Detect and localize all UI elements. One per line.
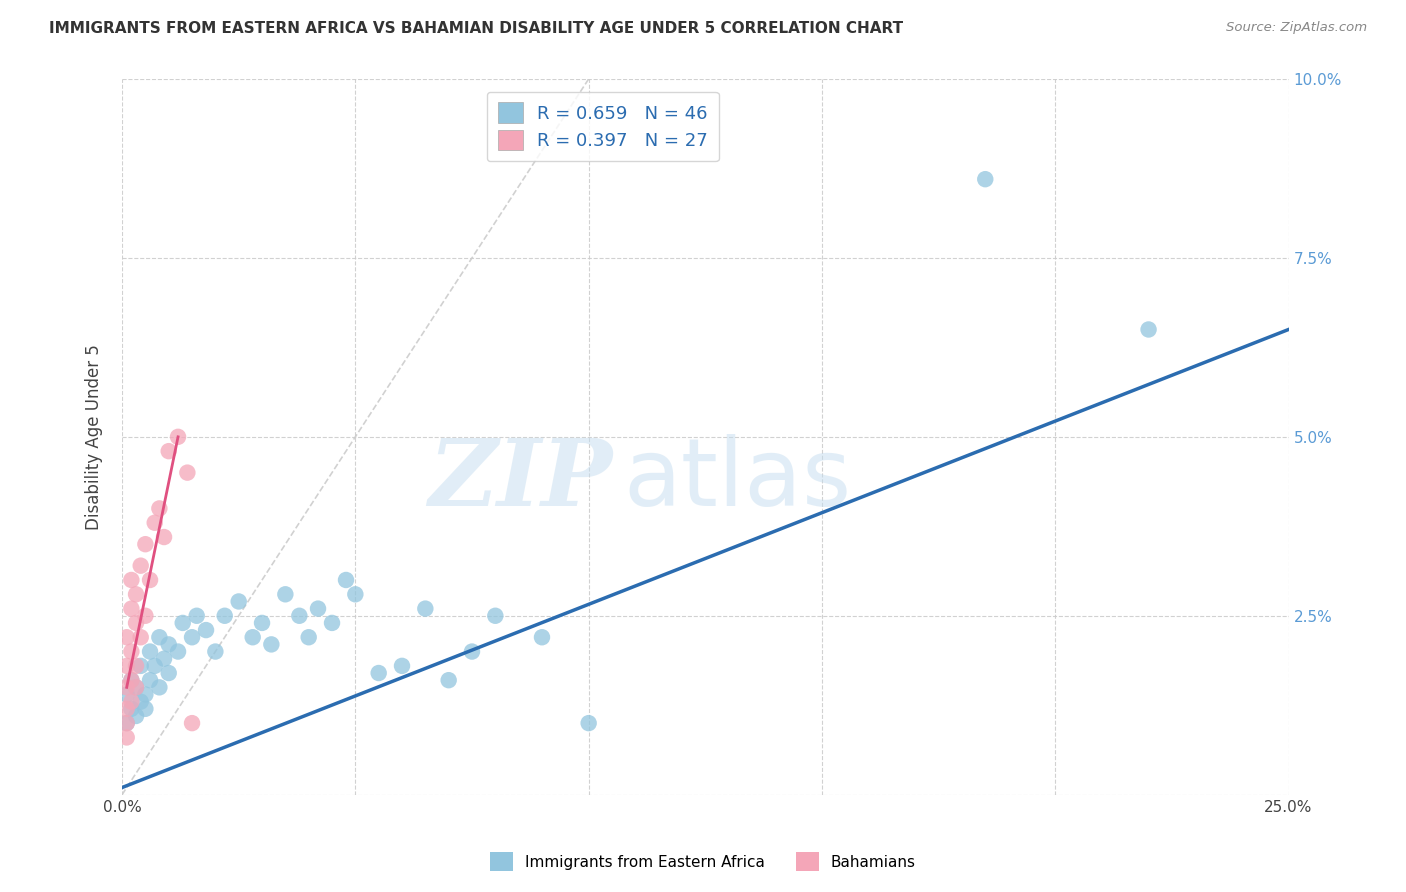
Point: [148, 630, 170, 644]
Point: [129, 695, 152, 709]
Point: [228, 594, 250, 608]
Point: [120, 702, 142, 716]
Point: [157, 637, 180, 651]
Point: [129, 658, 152, 673]
Point: [484, 608, 506, 623]
Point: [125, 709, 148, 723]
Point: [120, 695, 142, 709]
Text: atlas: atlas: [624, 434, 852, 525]
Point: [115, 731, 138, 745]
Point: [195, 623, 218, 637]
Point: [129, 558, 152, 573]
Point: [242, 630, 264, 644]
Point: [125, 681, 148, 695]
Text: Source: ZipAtlas.com: Source: ZipAtlas.com: [1226, 21, 1367, 34]
Point: [120, 573, 142, 587]
Point: [148, 501, 170, 516]
Point: [260, 637, 283, 651]
Point: [176, 466, 198, 480]
Point: [153, 651, 176, 665]
Point: [157, 666, 180, 681]
Point: [321, 615, 343, 630]
Point: [344, 587, 367, 601]
Point: [367, 666, 389, 681]
Point: [461, 644, 484, 658]
Point: [125, 587, 148, 601]
Point: [134, 688, 156, 702]
Point: [274, 587, 297, 601]
Point: [974, 172, 997, 186]
Point: [139, 573, 162, 587]
Point: [578, 716, 600, 731]
Point: [125, 681, 148, 695]
Point: [391, 658, 413, 673]
Point: [115, 630, 138, 644]
Point: [134, 608, 156, 623]
Text: IMMIGRANTS FROM EASTERN AFRICA VS BAHAMIAN DISABILITY AGE UNDER 5 CORRELATION CH: IMMIGRANTS FROM EASTERN AFRICA VS BAHAMI…: [49, 21, 903, 36]
Point: [115, 702, 138, 716]
Point: [120, 673, 142, 688]
Point: [134, 537, 156, 551]
Point: [415, 601, 437, 615]
Point: [115, 716, 138, 731]
Point: [139, 673, 162, 688]
Point: [437, 673, 460, 688]
Point: [167, 430, 190, 444]
Point: [157, 444, 180, 458]
Point: [120, 601, 142, 615]
Point: [148, 681, 170, 695]
Legend: Immigrants from Eastern Africa, Bahamians: Immigrants from Eastern Africa, Bahamian…: [484, 847, 922, 877]
Point: [172, 615, 194, 630]
Point: [186, 608, 208, 623]
Point: [153, 530, 176, 544]
Point: [298, 630, 321, 644]
Point: [250, 615, 273, 630]
Point: [530, 630, 553, 644]
Point: [120, 644, 142, 658]
Point: [115, 688, 138, 702]
Point: [115, 716, 138, 731]
Point: [115, 658, 138, 673]
Point: [125, 615, 148, 630]
Point: [1137, 322, 1160, 336]
Point: [143, 516, 166, 530]
Point: [181, 716, 204, 731]
Point: [214, 608, 236, 623]
Point: [143, 658, 166, 673]
Point: [167, 644, 190, 658]
Y-axis label: Disability Age Under 5: Disability Age Under 5: [86, 344, 103, 530]
Point: [115, 681, 138, 695]
Point: [204, 644, 226, 658]
Point: [129, 630, 152, 644]
Legend: R = 0.659   N = 46, R = 0.397   N = 27: R = 0.659 N = 46, R = 0.397 N = 27: [486, 92, 718, 161]
Text: ZIP: ZIP: [427, 434, 612, 524]
Point: [120, 673, 142, 688]
Point: [307, 601, 329, 615]
Point: [288, 608, 311, 623]
Point: [134, 702, 156, 716]
Point: [125, 658, 148, 673]
Point: [139, 644, 162, 658]
Point: [335, 573, 357, 587]
Point: [181, 630, 204, 644]
